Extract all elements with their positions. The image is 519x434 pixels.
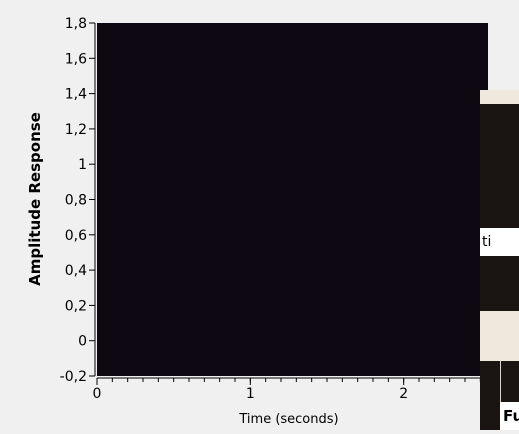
y-tick-label: 1,6	[65, 51, 87, 67]
plot-area	[97, 23, 488, 376]
x-tick-label: 2	[399, 386, 408, 402]
side-panel-partial-label-2: Fu	[500, 402, 519, 430]
y-tick-label: 1,2	[65, 122, 87, 138]
side-panel-middle-band	[480, 311, 519, 361]
x-axis: 0 1 2	[93, 377, 488, 402]
x-axis-title: Time (seconds)	[238, 412, 338, 427]
y-axis: 1,8 1,6 1,4 1,2 1 0,8 0,6 0,4 0,2 0 -0,2	[60, 16, 96, 385]
y-tick-label: -0,2	[60, 369, 87, 385]
y-tick-label: 0,8	[65, 193, 87, 209]
x-tick-label: 1	[246, 386, 255, 402]
side-panel: ti Fu	[480, 90, 519, 430]
y-tick-label: 1	[78, 157, 87, 173]
x-tick-label: 0	[93, 386, 102, 402]
y-tick-label: 1,8	[65, 16, 87, 32]
y-tick-label: 0,6	[65, 228, 87, 244]
y-axis-title: Amplitude Response	[26, 112, 44, 286]
y-tick-label: 0,4	[65, 263, 87, 279]
y-tick-label: 1,4	[65, 87, 87, 103]
y-tick-label: 0,2	[65, 298, 87, 314]
side-panel-top-band	[480, 90, 519, 104]
side-panel-divider	[500, 361, 501, 430]
y-tick-label: 0	[78, 334, 87, 350]
side-panel-partial-label-1: ti	[480, 228, 519, 256]
